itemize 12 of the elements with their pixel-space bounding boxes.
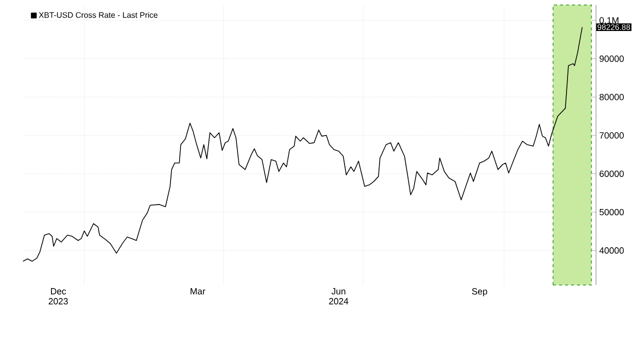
x-tick-label: Sep xyxy=(472,288,488,296)
y-tick-label: 50000 xyxy=(600,208,624,216)
y-tick-label: 40000 xyxy=(599,247,624,254)
y-tick-label: 60000 xyxy=(600,170,624,177)
x-tick-label: Dec 2023 xyxy=(48,288,68,304)
line-series xyxy=(22,26,583,262)
y-tick-label: 80000 xyxy=(600,94,624,100)
y-tick-label: 90000 xyxy=(600,56,624,62)
x-tick-label: Mar xyxy=(190,288,206,294)
y-tick-label: 0.1M xyxy=(600,17,618,24)
x-tick-label: Jun 2024 xyxy=(329,288,348,304)
y-tick-label: 70000 xyxy=(600,132,624,139)
